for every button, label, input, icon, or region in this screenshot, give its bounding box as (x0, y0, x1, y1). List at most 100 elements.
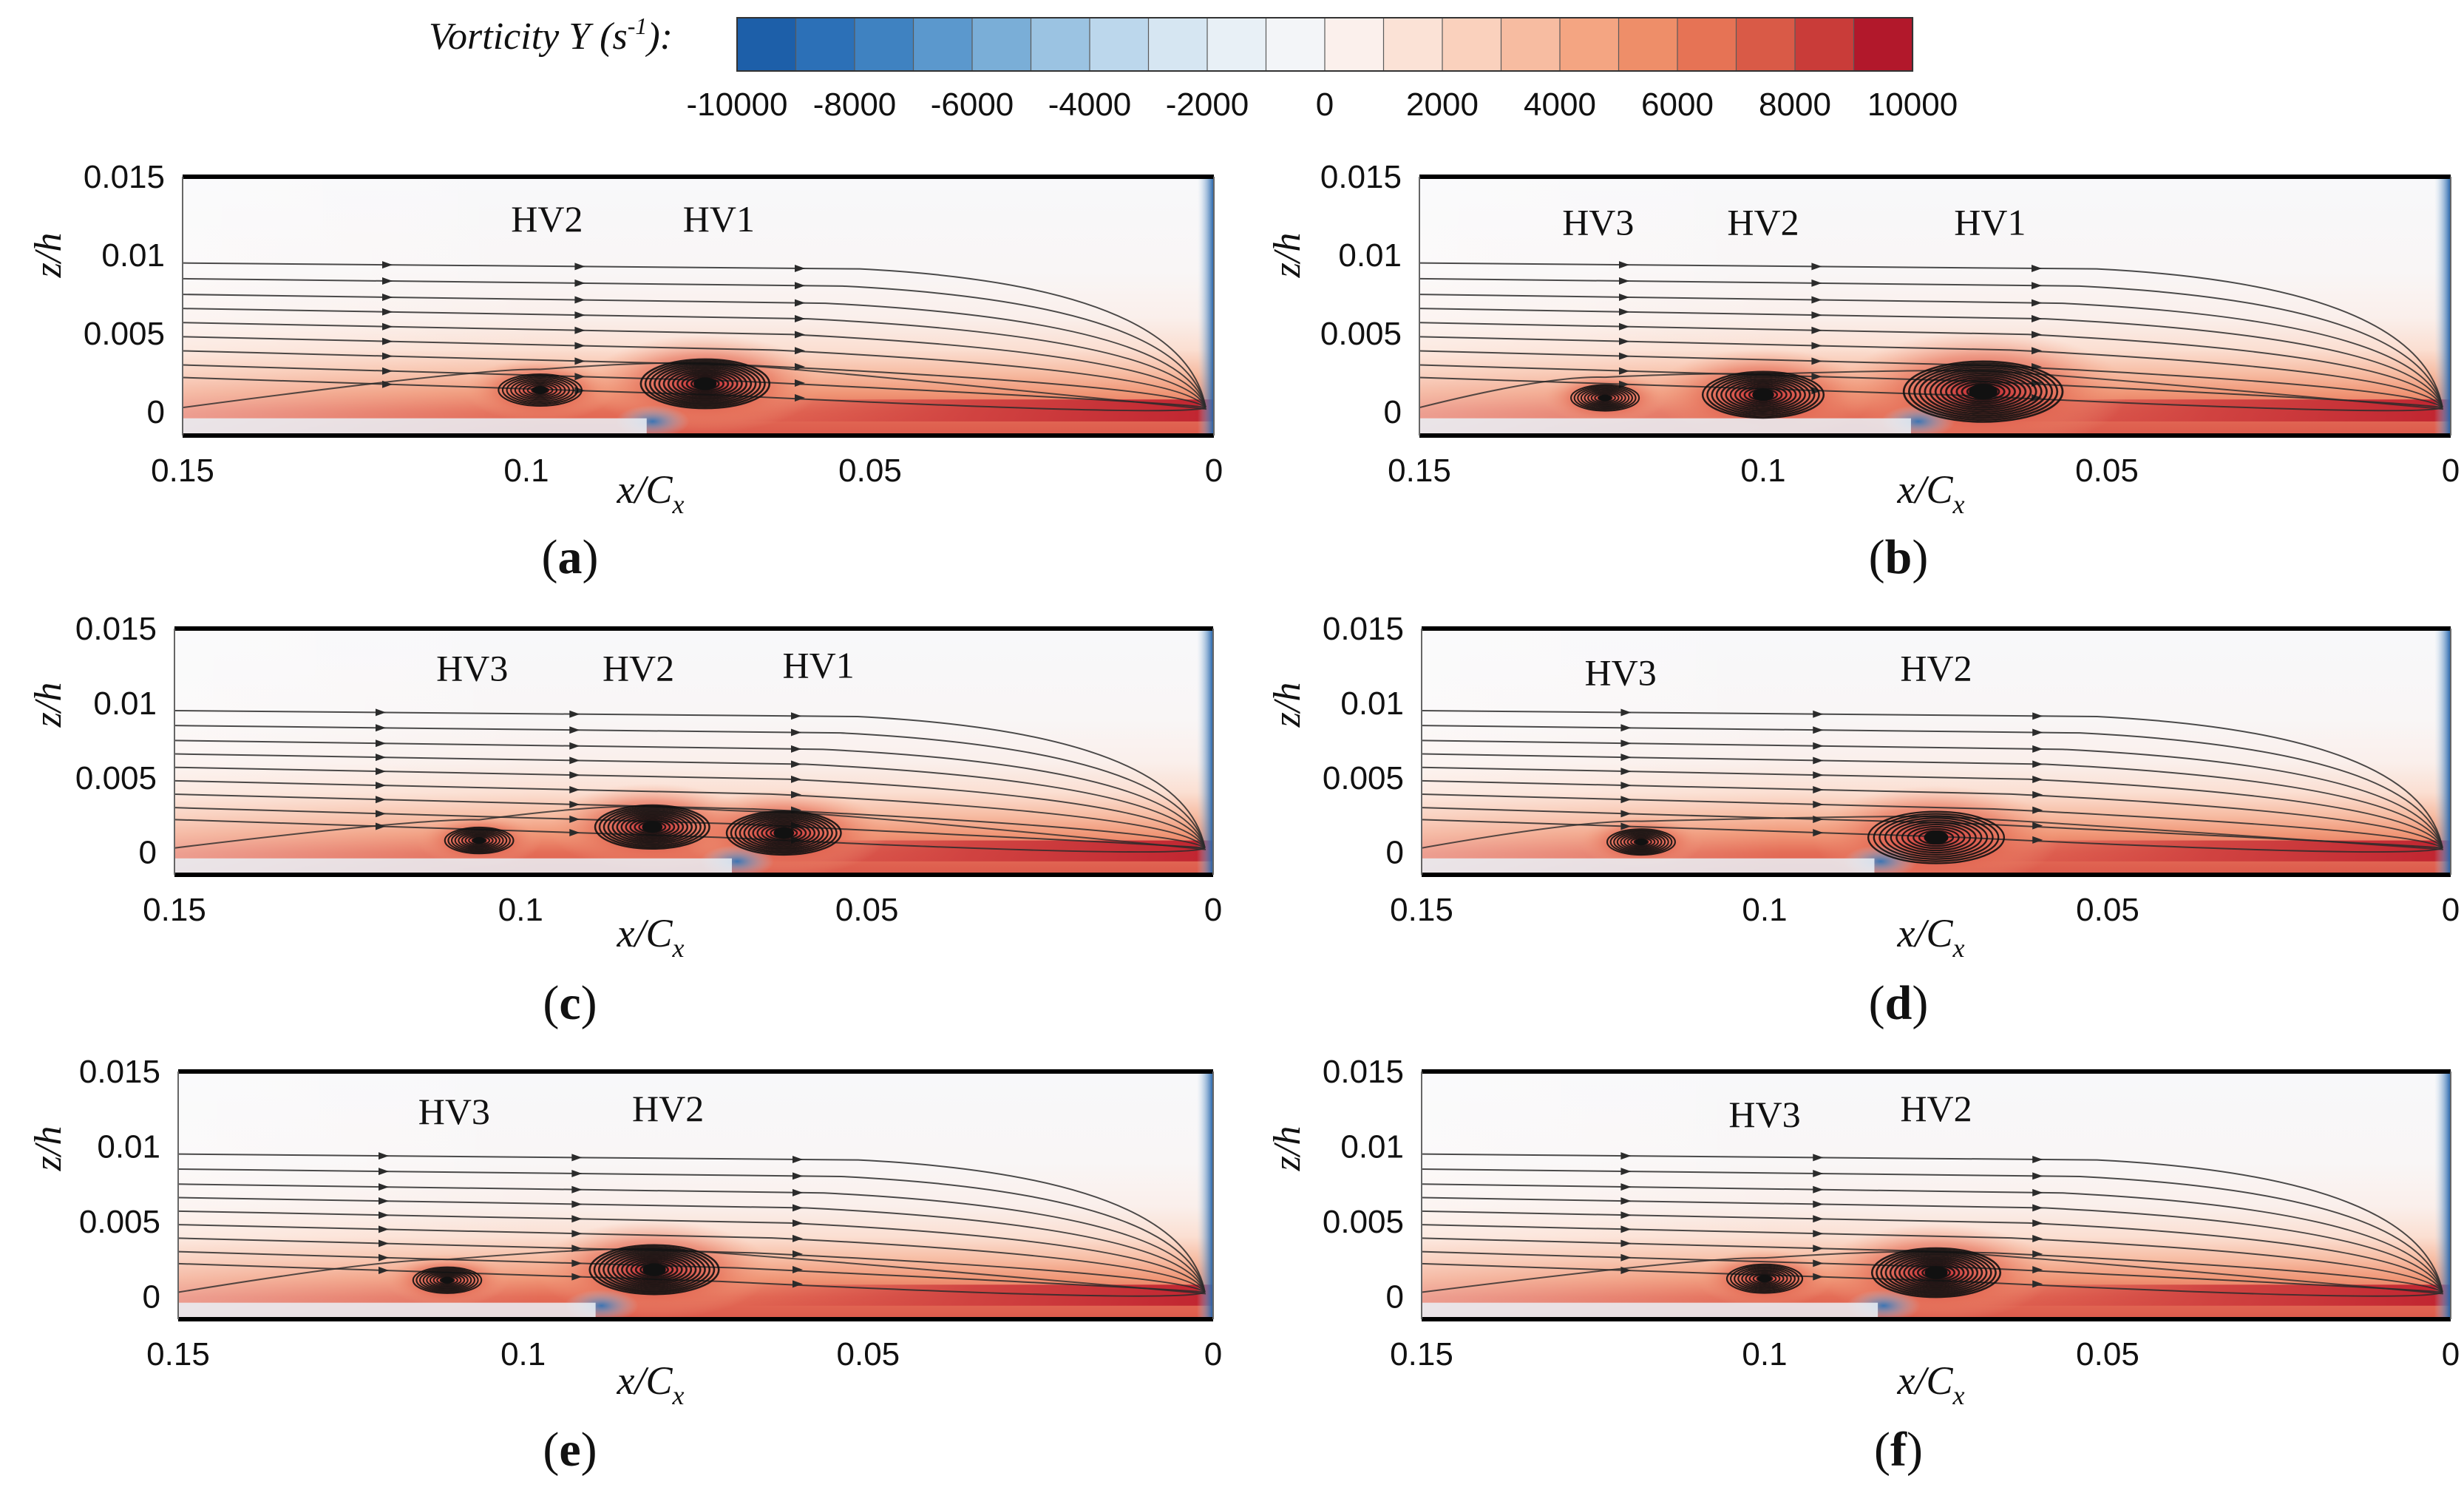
vortex-ring (518, 381, 562, 399)
y-tick-label: 0 (147, 394, 165, 430)
vortex-ring (1630, 837, 1652, 847)
y-tick-label: 0 (1384, 394, 1402, 430)
x-tick-label: 0.1 (1742, 1336, 1787, 1372)
panel-caption-b: (b) (1869, 530, 1929, 584)
streamline-arrow (569, 815, 580, 823)
vortex-ring (1934, 372, 2032, 411)
vortex-ring (1867, 810, 2006, 864)
streamline-arrow (1620, 724, 1632, 732)
streamline-arrow (376, 739, 386, 748)
vortex-ring (1955, 380, 2011, 403)
streamline (1422, 1196, 2443, 1293)
streamline-arrow (2032, 282, 2042, 290)
vortex-core-hv3 (1606, 828, 1676, 856)
panel-caption-e: (e) (543, 1423, 597, 1477)
streamline-arrow (1811, 342, 1822, 350)
x-tick-label: 0.05 (2075, 453, 2139, 489)
vortex-center (642, 821, 663, 833)
colorbar-ticks: -10000 -8000 -6000 -4000 -2000 0 2000 4000 6000 8… (686, 87, 1958, 123)
colorbar-tick-label: -4000 (1048, 87, 1132, 123)
vortex-ring (1907, 825, 1966, 850)
streamline-arrow (569, 800, 580, 808)
colorbar-cell (1794, 17, 1855, 72)
streamline-arrow (795, 331, 805, 339)
streamline-arrow (1620, 1197, 1632, 1205)
vortex-core-hv2 (498, 373, 583, 407)
streamline (178, 1237, 1206, 1293)
vortex-ring (1918, 366, 2048, 417)
streamline-arrow (2032, 1280, 2043, 1288)
vortex-core-hv1 (725, 810, 842, 856)
x-tick-label: 0.1 (498, 892, 543, 928)
vortex-ring (1893, 1256, 1979, 1290)
vortex-ring (1902, 360, 2064, 423)
vortex-ring (1748, 1272, 1781, 1286)
vortex-ring (1890, 819, 1983, 856)
vorticity-field (1419, 177, 2451, 436)
streamline-arrow (376, 810, 386, 818)
vortex-center (1635, 839, 1648, 846)
y-tick-label: 0.015 (79, 1054, 160, 1090)
streamline-arrow (795, 363, 805, 371)
panel-a: HV2 HV1 0 0.005 0.01 0.015 0.15 0.1 0.05 0 z/h x/Cx… (27, 159, 1223, 584)
streamline-arrow (791, 745, 801, 753)
colorbar-tick-label: -8000 (813, 87, 897, 123)
leading-edge-region (2434, 1071, 2451, 1319)
streamline-arrow (569, 726, 580, 734)
streamline-arrow (795, 264, 805, 272)
colorbar-cell (1382, 17, 1444, 72)
vortex-ring (725, 810, 842, 856)
vortex-ring (1725, 379, 1802, 410)
streamline (1422, 1210, 2443, 1293)
colorbar-tick-label: 10000 (1867, 87, 1958, 123)
x-tick-label: 0.15 (143, 892, 206, 928)
vortex-ring (1913, 364, 2054, 419)
streamline-arrow (379, 1253, 389, 1262)
y-tick-label: 0.015 (84, 159, 165, 195)
vortex-ring (1929, 370, 2037, 413)
streamline-arrow (574, 311, 586, 319)
streamline-arrow (2032, 1219, 2043, 1228)
vortex-ring (1913, 827, 1960, 847)
vortex-core-hv3 (412, 1266, 483, 1294)
colorbar-cell (912, 17, 974, 72)
vortex-ring (603, 1249, 706, 1290)
streamline-arrow (376, 782, 386, 790)
vortex-ring (765, 825, 803, 841)
vortex-ring (1903, 1259, 1969, 1286)
streamline-arrow (1620, 1168, 1632, 1176)
streamline (1422, 1168, 2443, 1293)
streamline-arrow (571, 1230, 583, 1238)
streamline-arrow (571, 1273, 583, 1281)
vortex-label-hv1: HV1 (1954, 201, 2026, 243)
streamline-arrow (574, 357, 586, 365)
y-tick-label: 0.005 (1323, 1204, 1404, 1240)
vortex-ring (1752, 1273, 1777, 1284)
streamline-arrow (793, 1280, 803, 1288)
vorticity-field (1422, 629, 2451, 875)
y-tick-label: 0 (139, 835, 157, 871)
colorbar-cell (1442, 17, 1502, 72)
y-tick-label: 0.005 (79, 1204, 160, 1240)
vortex-ring (588, 1244, 720, 1296)
streamline (178, 1153, 1206, 1293)
streamlines (183, 261, 1207, 412)
y-tick-label: 0 (1386, 835, 1404, 871)
streamline-arrow (2032, 760, 2043, 768)
vortex-label-hv3: HV3 (1728, 1094, 1800, 1135)
streamline-arrow (791, 712, 801, 720)
streamline (1422, 1224, 2443, 1293)
streamline-arrow (793, 1250, 803, 1258)
streamline-arrow (379, 1225, 389, 1233)
colorbar-cell (795, 17, 856, 72)
streamline (1422, 793, 2443, 849)
vorticity-field (183, 177, 1214, 436)
vortex-ring (672, 370, 739, 397)
streamline-arrow (2032, 1155, 2043, 1163)
vortex-center (441, 1276, 454, 1284)
y-axis-label: z/h (1266, 1126, 1309, 1172)
vortex-label-hv3: HV3 (436, 648, 508, 689)
vortex-ring (1884, 1252, 1988, 1293)
vortex-ring (756, 822, 812, 844)
vortex-label-hv3: HV3 (1585, 652, 1657, 694)
